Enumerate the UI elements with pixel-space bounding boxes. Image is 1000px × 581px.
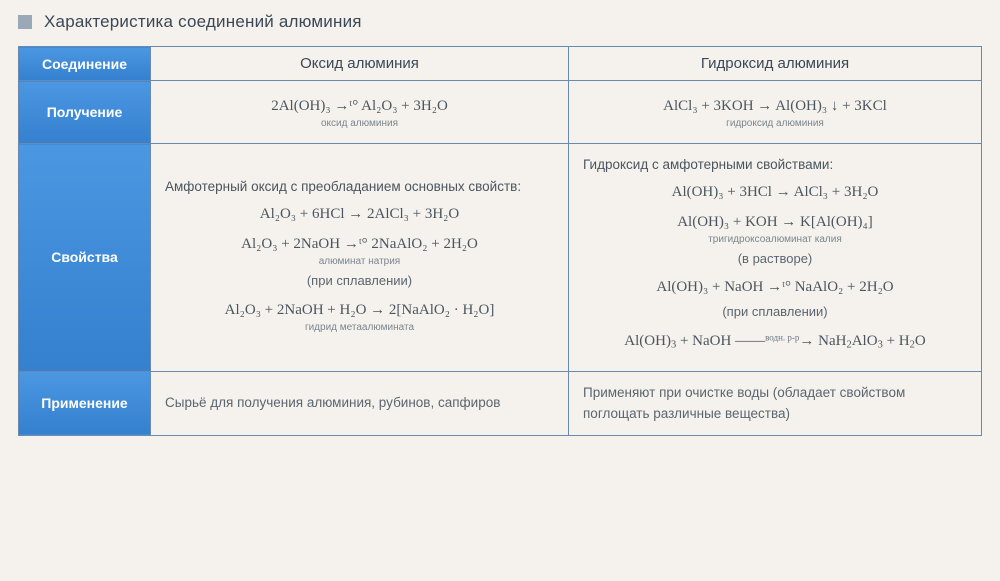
formula: AlCl₃ + 3KOH → Al(OH)₃ ↓ + 3KCl (583, 94, 967, 118)
arrow-label: водн. р-р (765, 333, 799, 343)
header-oxide: Оксид алюминия (151, 47, 569, 81)
cell-application-oxide: Сырьё для получения алюминия, рубинов, с… (151, 371, 569, 435)
row-application: Применение Сырьё для получения алюминия,… (19, 371, 982, 435)
table-header-row: Соединение Оксид алюминия Гидроксид алюм… (19, 47, 982, 81)
formula: 2Al(OH)₃ →ᵗ° Al₂O₃ + 3H₂O (165, 94, 554, 118)
formula: Al₂O₃ + 2NaOH + H₂O → 2[NaAlO₂ · H₂O] (165, 298, 554, 322)
page-title: Характеристика соединений алюминия (44, 12, 362, 32)
row-label-production: Получение (19, 81, 151, 144)
compounds-table: Соединение Оксид алюминия Гидроксид алюм… (18, 46, 982, 436)
formula-note: (в растворе) (583, 249, 967, 270)
formula: Al(OH)₃ + KOH → K[Al(OH)₄] (583, 210, 967, 234)
formula: Al₂O₃ + 2NaOH →ᵗ° 2NaAlO₂ + 2H₂O (165, 232, 554, 256)
formula-note: (при сплавлении) (583, 302, 967, 323)
cell-production-hydroxide: AlCl₃ + 3KOH → Al(OH)₃ ↓ + 3KCl гидрокси… (569, 81, 982, 144)
row-properties: Свойства Амфотерный оксид с преобладание… (19, 144, 982, 372)
row-label-application: Применение (19, 371, 151, 435)
header-hydroxide: Гидроксид алюминия (569, 47, 982, 81)
formula-text: NaH2AlO3 + H2O (814, 333, 925, 349)
formula-sublabel: гидроксид алюминия (583, 119, 967, 129)
formula: Al(OH)3 + NaOH ——водн. р-р→ NaH2AlO3 + H… (583, 329, 967, 354)
cell-production-oxide: 2Al(OH)₃ →ᵗ° Al₂O₃ + 3H₂O оксид алюминия (151, 81, 569, 144)
cell-properties-oxide: Амфотерный оксид с преобладанием основны… (151, 144, 569, 372)
formula: Al₂O₃ + 6HCl → 2AlCl₃ + 3H₂O (165, 202, 554, 226)
row-label-properties: Свойства (19, 144, 151, 372)
row-production: Получение 2Al(OH)₃ →ᵗ° Al₂O₃ + 3H₂O окси… (19, 81, 982, 144)
lead-text: Гидроксид с амфотерными свойствами: (583, 154, 967, 176)
formula-text: Al(OH)3 + NaOH (624, 333, 735, 349)
formula-sublabel: тригидроксоалюминат калия (583, 235, 967, 245)
formula: Al(OH)₃ + 3HCl → AlCl₃ + 3H₂O (583, 180, 967, 204)
lead-text: Амфотерный оксид с преобладанием основны… (165, 176, 554, 198)
formula: Al(OH)₃ + NaOH →ᵗ° NaAlO₂ + 2H₂O (583, 275, 967, 299)
formula-sublabel: алюминат натрия (165, 257, 554, 267)
cell-properties-hydroxide: Гидроксид с амфотерными свойствами: Al(O… (569, 144, 982, 372)
formula-note: (при сплавлении) (165, 271, 554, 292)
page-title-row: Характеристика соединений алюминия (18, 12, 982, 32)
title-bullet-icon (18, 15, 32, 29)
cell-application-hydroxide: Применяют при очистке воды (обладает сво… (569, 371, 982, 435)
formula-sublabel: оксид алюминия (165, 119, 554, 129)
header-compound: Соединение (19, 47, 151, 81)
formula-sublabel: гидрид метаалюмината (165, 323, 554, 333)
